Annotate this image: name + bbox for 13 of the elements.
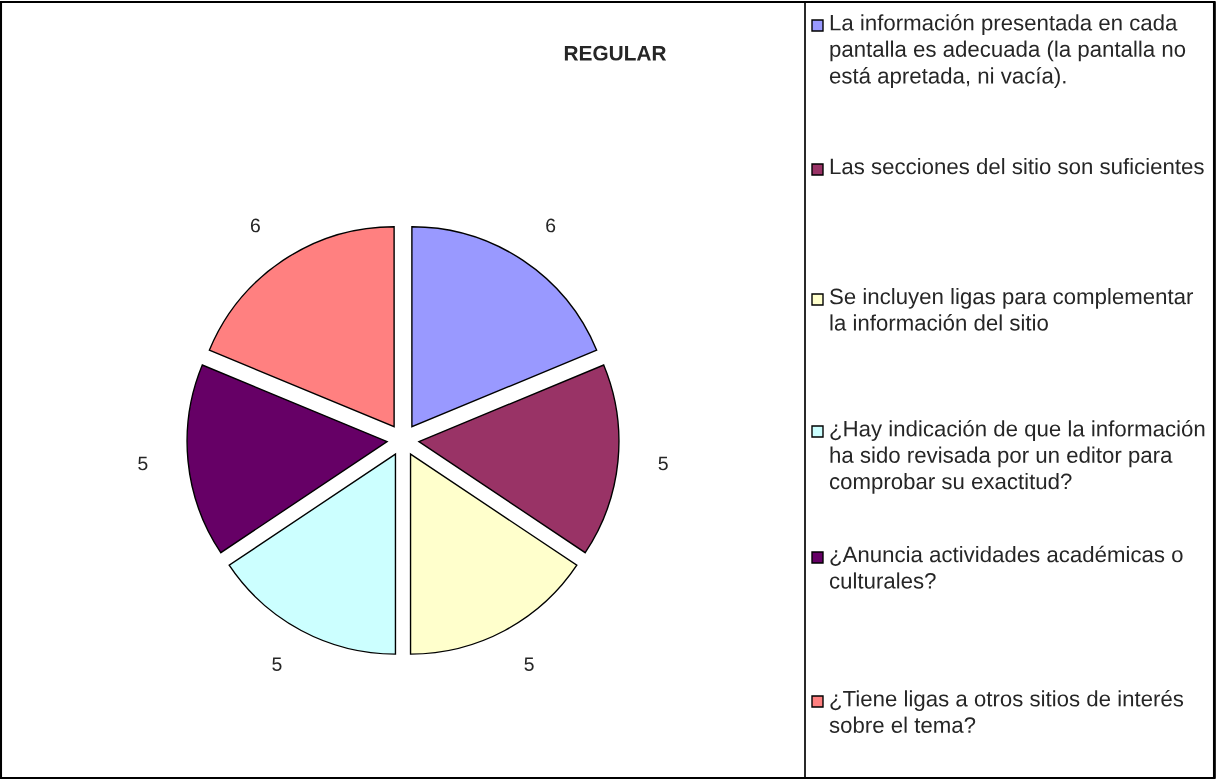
data-label: 5 xyxy=(658,456,668,471)
data-label: 6 xyxy=(546,218,556,233)
legend-label: ¿Hay indicación de que la información ha sido revisada por un editor para comprobar su exactitud? xyxy=(829,420,1205,494)
text: REGULAR xyxy=(564,45,667,61)
data-label: 5 xyxy=(524,657,534,671)
legend-label: Se incluyen ligas para complementar la información del sitio xyxy=(830,288,1194,331)
data-label: 6 xyxy=(250,218,260,233)
data-label: 5 xyxy=(272,657,282,671)
legend-label: La información presentada en cada pantalla es adecuada (la pantalla no está apretada, ni vacía). xyxy=(829,14,1186,89)
legend-label: ¿Tiene ligas a otros sitios de interés sobre el tema? xyxy=(829,690,1184,733)
legend-label: ¿Anuncia actividades académicas o culturales? xyxy=(829,545,1183,589)
legend-label: Las secciones del sitio son suficientes xyxy=(830,158,1204,175)
data-label: 5 xyxy=(138,456,148,471)
